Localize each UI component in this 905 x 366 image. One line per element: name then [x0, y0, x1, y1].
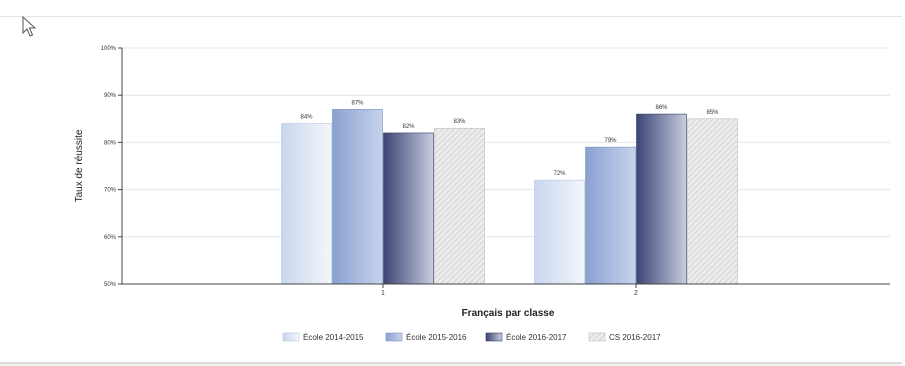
y-tick-label: 70% [104, 188, 117, 194]
y-tick-label: 60% [104, 235, 117, 241]
legend-label: École 2016-2017 [506, 333, 567, 342]
data-label: 85% [706, 110, 719, 116]
bar [434, 127, 485, 285]
legend-swatch [385, 332, 403, 342]
y-axis-title: Taux de réussite [74, 129, 85, 202]
data-label: 87% [351, 100, 364, 106]
bar [636, 113, 687, 285]
data-label: 72% [553, 171, 566, 177]
legend-item: CS 2016-2017 [588, 332, 661, 342]
bar [687, 118, 738, 285]
legend-swatch [485, 332, 503, 342]
legend-label: CS 2016-2017 [609, 333, 661, 342]
legend-item: École 2014-2015 [282, 332, 364, 342]
y-tick-label: 80% [104, 140, 117, 146]
legend-swatch [588, 332, 606, 342]
mouse-pointer-icon [22, 16, 37, 37]
bar [383, 132, 434, 285]
bar [534, 179, 585, 285]
bar [332, 109, 383, 285]
legend-item: École 2016-2017 [485, 332, 567, 342]
x-tick-label: 2 [634, 290, 638, 297]
bar [281, 123, 332, 285]
y-tick-label: 100% [101, 46, 117, 52]
legend-item: École 2015-2016 [385, 332, 467, 342]
data-label: 83% [453, 119, 466, 125]
legend-label: École 2014-2015 [303, 333, 364, 342]
bar [585, 146, 636, 285]
x-tick-label: 1 [381, 290, 385, 297]
data-label: 82% [402, 124, 415, 130]
data-label: 84% [300, 115, 313, 121]
legend-swatch [282, 332, 300, 342]
y-tick-label: 50% [104, 282, 117, 288]
data-label: 79% [604, 138, 617, 144]
legend-label: École 2015-2016 [406, 333, 467, 342]
y-tick-label: 90% [104, 93, 117, 99]
data-label: 86% [655, 105, 668, 111]
x-axis-title: Français par classe [462, 308, 555, 319]
